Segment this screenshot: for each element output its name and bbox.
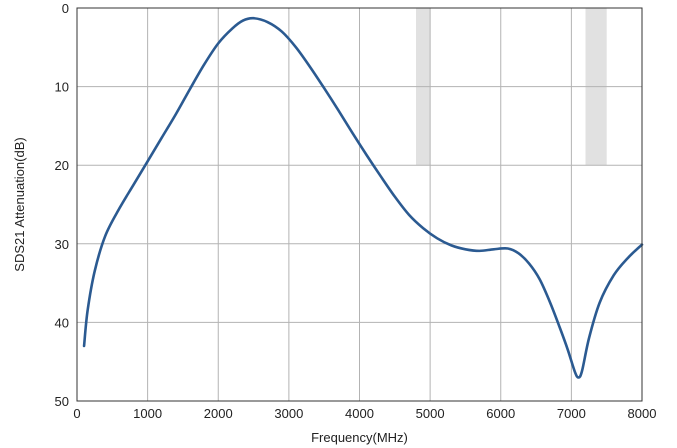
- x-tick-label: 0: [73, 406, 80, 421]
- grid: [77, 8, 642, 401]
- y-tick-label: 20: [55, 158, 69, 173]
- y-tick-label: 40: [55, 315, 69, 330]
- series-layer: [82, 16, 644, 379]
- x-tick-label: 7000: [557, 406, 586, 421]
- x-tick-labels: 0 1000 2000 3000 4000 5000 6000 7000 8000: [73, 406, 656, 421]
- y-tick-label: 10: [55, 80, 69, 95]
- x-tick-label: 1000: [133, 406, 162, 421]
- x-tick-label: 5000: [416, 406, 445, 421]
- series-line-1: [82, 16, 644, 379]
- y-axis-title: SDS21 Attenuation(dB): [12, 137, 27, 271]
- y-tick-label: 30: [55, 237, 69, 252]
- y-tick-label: 0: [62, 1, 69, 16]
- x-tick-label: 6000: [486, 406, 515, 421]
- y-tick-label: 50: [55, 394, 69, 409]
- x-tick-label: 2000: [204, 406, 233, 421]
- y-tick-labels: 0 10 20 30 40 50: [55, 1, 69, 409]
- x-axis-title: Frequency(MHz): [311, 430, 408, 445]
- x-tick-label: 3000: [274, 406, 303, 421]
- x-tick-label: 8000: [628, 406, 657, 421]
- x-tick-label: 4000: [345, 406, 374, 421]
- plot-frame: [76, 7, 643, 402]
